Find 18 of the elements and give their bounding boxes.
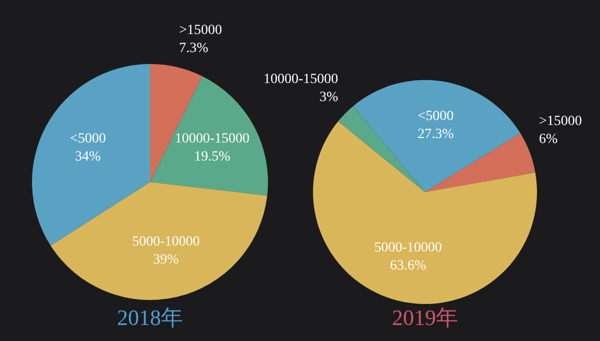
- text: 2018年: [117, 305, 183, 330]
- slice-label: 5000-10000: [132, 234, 200, 250]
- slice-label: >15000: [179, 22, 222, 38]
- data-label: 39%: [153, 252, 180, 268]
- slice-label: >15000: [539, 114, 582, 130]
- data-label: 6%: [539, 132, 558, 148]
- data-label: 3%: [319, 90, 338, 105]
- slice-label: 10000-15000: [263, 72, 338, 87]
- slice-label: 10000-15000: [174, 132, 250, 147]
- data-label: 27.3%: [418, 127, 454, 142]
- data-label: 7.3%: [179, 40, 209, 56]
- data-label: 19.5%: [194, 150, 231, 165]
- slice-label: <5000: [418, 109, 454, 124]
- slice-label: 5000-10000: [374, 240, 442, 256]
- slice-label: <5000: [70, 132, 106, 147]
- text: 2019年: [392, 305, 458, 330]
- data-label: 34%: [75, 150, 102, 165]
- data-label: 63.6%: [390, 258, 426, 274]
